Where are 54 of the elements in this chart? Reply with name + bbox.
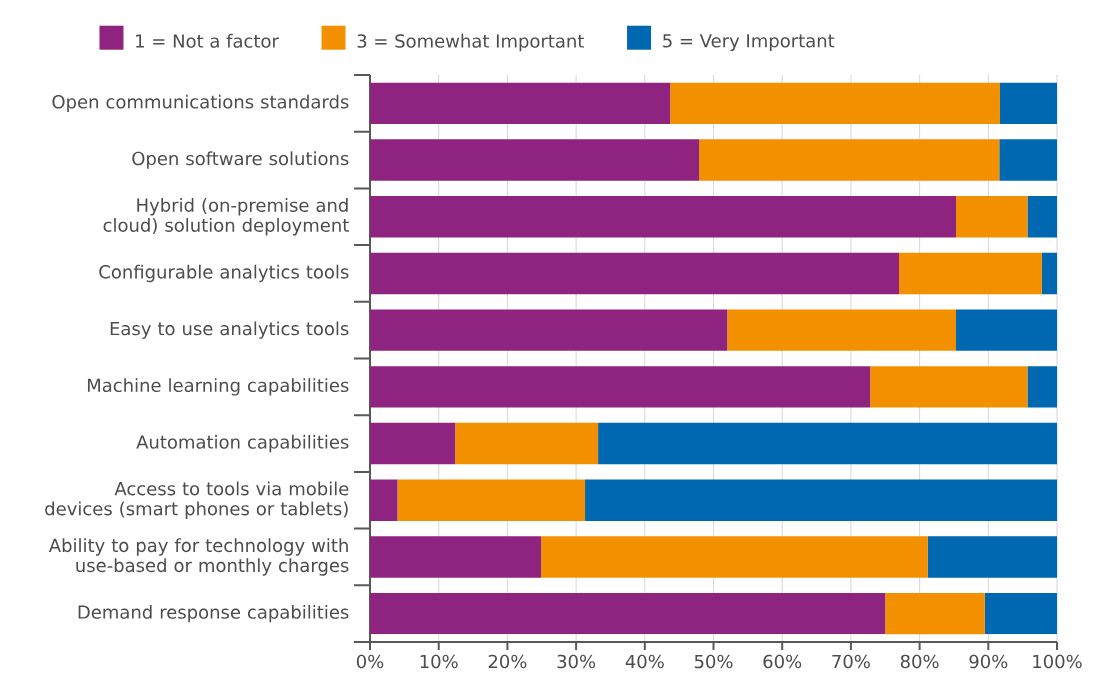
bar <box>370 196 957 238</box>
x-tick-label: 10% <box>420 654 458 669</box>
bar <box>699 139 1000 181</box>
bar <box>370 592 886 635</box>
bar <box>370 536 542 578</box>
bar <box>370 252 899 295</box>
bar <box>956 309 1058 351</box>
y-tick-label: Machine learning capabilities <box>87 378 349 396</box>
bar <box>370 366 871 408</box>
y-tick-label: Access to tools via mobile devices (smart phones or tablets) <box>45 481 349 519</box>
x-tick-label: 100% <box>1033 654 1082 669</box>
bar <box>370 82 671 125</box>
bar <box>727 309 957 351</box>
y-tick-label: Easy to use analytics tools <box>110 321 349 339</box>
legend-label: 5 = Very Important <box>663 34 835 52</box>
bar <box>984 592 1058 635</box>
x-tick-label: 60% <box>763 654 802 669</box>
x-tick-label: 40% <box>625 654 664 669</box>
bar <box>1041 252 1058 295</box>
bar <box>927 536 1058 578</box>
bar <box>541 536 928 578</box>
bar <box>956 196 1028 238</box>
x-tick-label: 0% <box>356 654 384 669</box>
legend-label: 3 = Somewhat Important <box>357 33 584 52</box>
bar <box>670 82 1000 125</box>
bar <box>598 422 1058 465</box>
y-tick-label: Hybrid (on-premise and cloud) solution deployment <box>103 198 349 236</box>
bar <box>397 479 586 521</box>
bar <box>370 309 728 351</box>
x-tick-label: 30% <box>557 654 596 669</box>
x-tick-label: 50% <box>694 654 733 669</box>
x-tick-label: 20% <box>488 654 527 669</box>
bar <box>885 592 985 635</box>
bar <box>999 82 1058 125</box>
bar <box>1027 196 1058 238</box>
y-tick-label: Ability to pay for technology with use-based or monthly charges <box>48 538 349 576</box>
x-tick-label: 70% <box>832 654 870 669</box>
bar <box>370 422 456 465</box>
bar <box>585 479 1058 521</box>
bar <box>999 139 1058 181</box>
bar <box>899 252 1042 295</box>
bar <box>870 366 1028 408</box>
bar <box>1027 366 1058 408</box>
bar <box>455 422 599 465</box>
y-tick-label: Open communications standards <box>52 94 349 113</box>
x-tick-label: 90% <box>969 654 1008 669</box>
y-tick-label: Configurable analytics tools <box>99 264 349 283</box>
y-tick-label: Automation capabilities <box>136 434 349 453</box>
bar <box>370 479 398 521</box>
legend-label: 1 = Not a factor <box>136 33 279 48</box>
y-tick-label: Open software solutions <box>132 151 349 169</box>
x-tick-label: 80% <box>900 654 939 669</box>
bar <box>370 139 700 181</box>
y-tick-label: Demand response capabilities <box>78 604 349 623</box>
